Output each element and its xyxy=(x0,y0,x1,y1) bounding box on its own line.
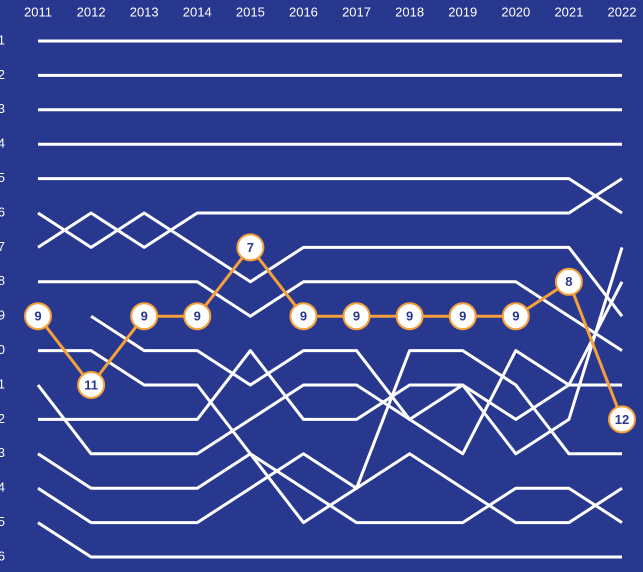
y-tick-label: 15 xyxy=(0,514,5,529)
y-tick-label: 12 xyxy=(0,411,5,426)
point-label: 9 xyxy=(24,302,52,331)
x-tick-label: 2017 xyxy=(342,4,371,19)
x-tick-label: 2020 xyxy=(501,4,530,19)
point-marker xyxy=(236,233,265,262)
y-tick-label: 1 xyxy=(0,32,5,47)
point-value: 9 xyxy=(141,309,148,324)
point-label: 8 xyxy=(554,267,583,296)
y-tick-label: 10 xyxy=(0,342,5,357)
point-label: 12 xyxy=(608,405,636,434)
y-tick-label: 8 xyxy=(0,273,5,288)
x-tick-label: 2018 xyxy=(395,4,424,19)
rank-line xyxy=(38,177,623,215)
point-label: 9 xyxy=(448,302,477,331)
rank-line xyxy=(37,211,624,318)
point-value: 9 xyxy=(512,309,519,324)
point-marker xyxy=(183,302,212,331)
x-tick-label: 2016 xyxy=(289,4,318,19)
point-value: 9 xyxy=(300,309,307,324)
y-tick-label: 6 xyxy=(0,204,5,219)
y-tick-label: 9 xyxy=(0,308,5,323)
y-tick-label: 13 xyxy=(0,445,5,460)
y-tick-label: 2 xyxy=(0,67,5,82)
point-value: 9 xyxy=(194,309,201,324)
point-label: 9 xyxy=(395,302,424,331)
point-marker xyxy=(130,302,159,331)
point-value: 7 xyxy=(247,240,254,255)
point-marker xyxy=(289,302,318,331)
point-value: 9 xyxy=(459,309,466,324)
x-tick-label: 2022 xyxy=(608,4,637,19)
rank-line xyxy=(38,246,624,456)
point-marker xyxy=(608,405,636,434)
rank-line xyxy=(37,177,623,249)
y-tick-label: 3 xyxy=(0,101,5,116)
rank-line xyxy=(36,349,622,456)
rank-line xyxy=(38,280,623,352)
point-marker xyxy=(554,267,583,296)
point-marker xyxy=(448,302,477,331)
point-label: 9 xyxy=(501,302,530,331)
point-marker xyxy=(395,302,424,331)
y-tick-label: 16 xyxy=(0,548,5,563)
point-marker xyxy=(24,302,52,331)
y-tick-label: 14 xyxy=(0,480,5,495)
y-tick-label: 5 xyxy=(0,170,5,185)
point-value: 9 xyxy=(353,309,360,324)
rank-line xyxy=(37,452,623,525)
point-label: 9 xyxy=(342,302,371,331)
x-tick-label: 2013 xyxy=(130,4,159,19)
point-label: 9 xyxy=(183,302,212,331)
x-tick-label: 2012 xyxy=(77,4,106,19)
x-tick-label: 2011 xyxy=(24,4,52,19)
point-value: 12 xyxy=(615,412,629,427)
y-tick-label: 11 xyxy=(0,376,5,391)
x-tick-label: 2019 xyxy=(448,4,477,19)
point-marker xyxy=(501,302,530,331)
point-value: 11 xyxy=(84,377,98,392)
y-tick-label: 7 xyxy=(0,239,5,254)
point-value: 8 xyxy=(565,274,572,289)
point-value: 9 xyxy=(34,309,41,324)
x-tick-label: 2021 xyxy=(554,4,583,19)
rank-line xyxy=(37,521,622,559)
point-marker xyxy=(342,302,371,331)
point-label: 9 xyxy=(289,302,318,331)
point-marker xyxy=(77,371,106,399)
x-tick-label: 2014 xyxy=(183,4,212,19)
point-label: 7 xyxy=(236,233,265,262)
rank-line xyxy=(37,452,623,525)
point-label: 9 xyxy=(130,302,159,331)
point-label: 11 xyxy=(77,371,106,399)
y-tick-label: 4 xyxy=(0,136,5,151)
point-value: 9 xyxy=(406,309,413,324)
x-tick-label: 2015 xyxy=(236,4,265,19)
